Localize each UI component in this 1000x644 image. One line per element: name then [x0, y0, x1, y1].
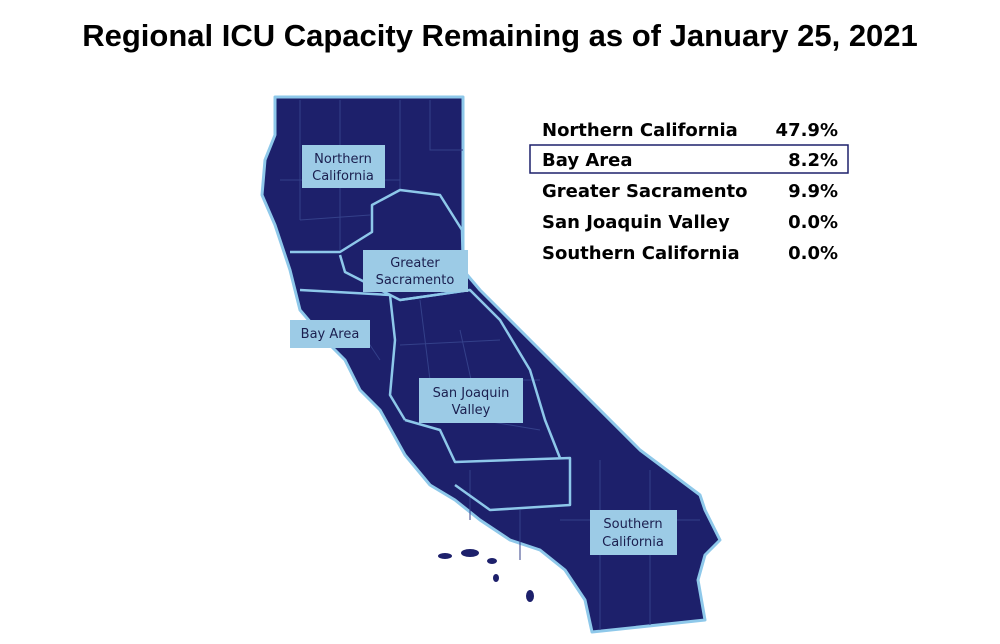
- map-label: Sacramento: [376, 273, 455, 288]
- map-labels: Northern California Greater Sacramento B…: [290, 145, 677, 555]
- region-name: Southern California: [542, 243, 740, 264]
- map-label: San Joaquin: [433, 386, 510, 401]
- map-label: Southern: [603, 517, 662, 532]
- label-box: [419, 378, 523, 423]
- region-name: Greater Sacramento: [542, 181, 748, 202]
- map-label: California: [312, 169, 374, 184]
- islands: [438, 549, 534, 602]
- capacity-value: 8.2%: [788, 150, 838, 171]
- region-border: [404, 418, 572, 512]
- region-name: San Joaquin Valley: [542, 212, 730, 233]
- state-outline: [260, 95, 722, 634]
- region-name: Northern California: [542, 120, 738, 141]
- region-border: [299, 288, 407, 421]
- map-label: Northern: [314, 152, 372, 167]
- capacity-value: 9.9%: [788, 181, 838, 202]
- capacity-table: Northern California 47.9% Bay Area 8.2% …: [529, 120, 849, 264]
- region-border: [290, 188, 465, 271]
- region-name: Bay Area: [542, 150, 632, 171]
- label-box: [363, 250, 468, 292]
- california-map: [260, 95, 722, 634]
- label-box: [590, 510, 677, 555]
- map-label: California: [602, 535, 664, 550]
- map-label: Valley: [452, 403, 491, 418]
- map-label: Bay Area: [301, 327, 360, 342]
- highlight-box: [529, 144, 849, 174]
- map-label: Greater: [390, 256, 440, 271]
- label-box: [290, 320, 370, 348]
- capacity-value: 0.0%: [788, 243, 838, 264]
- capacity-value: 0.0%: [788, 212, 838, 233]
- title: Regional ICU Capacity Remaining as of Ja…: [82, 18, 918, 53]
- capacity-value: 47.9%: [776, 120, 838, 141]
- label-box: [302, 145, 385, 188]
